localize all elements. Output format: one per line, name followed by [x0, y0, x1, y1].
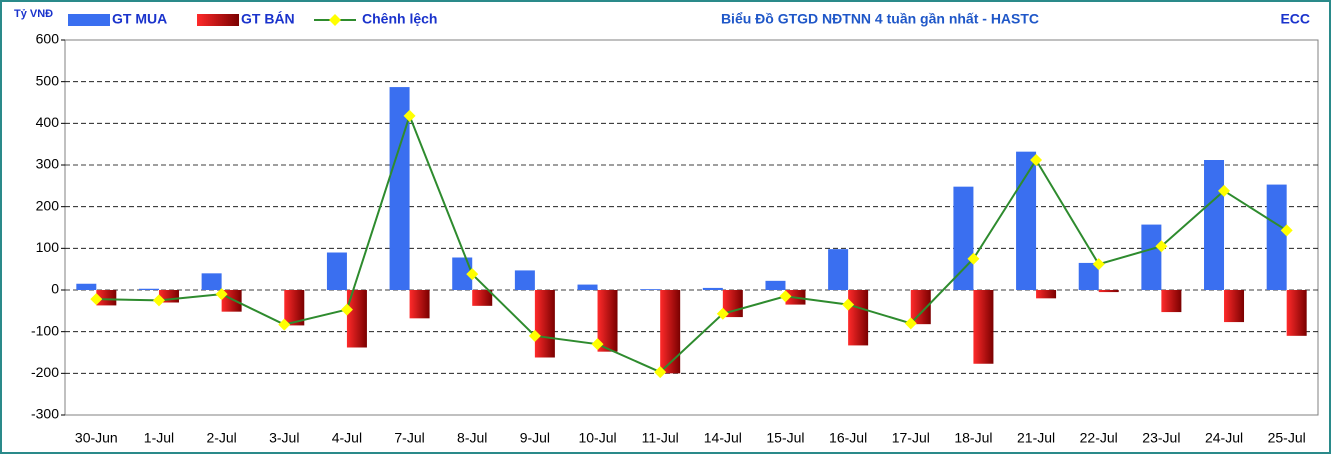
- x-tick-label: 30-Jun: [75, 430, 118, 446]
- bar: [346, 290, 367, 348]
- chart-title: Biểu Đồ GTGD NĐTNN 4 tuần gần nhất - HAS…: [721, 11, 1039, 27]
- marker: [466, 268, 479, 281]
- marker: [1030, 154, 1043, 166]
- bar: [76, 283, 97, 290]
- bar: [201, 273, 222, 290]
- bar: [221, 290, 242, 312]
- bar: [577, 284, 598, 290]
- bar: [910, 290, 931, 325]
- y-tick-label: 400: [36, 114, 60, 130]
- marker: [528, 329, 541, 342]
- marker: [842, 298, 855, 311]
- bar: [702, 287, 723, 290]
- bar: [1161, 290, 1182, 313]
- y-tick-label: -100: [31, 322, 59, 338]
- x-tick-label: 2-Jul: [206, 430, 236, 446]
- bar: [1286, 290, 1307, 336]
- x-tick-label: 3-Jul: [269, 430, 299, 446]
- marker: [654, 366, 667, 379]
- x-tick-label: 9-Jul: [520, 430, 550, 446]
- x-tick-label: 25-Jul: [1268, 430, 1306, 446]
- line: [96, 112, 1288, 374]
- x-tick-label: 11-Jul: [642, 430, 679, 446]
- bar: [284, 290, 305, 326]
- bar: [973, 290, 994, 364]
- marker: [152, 294, 165, 307]
- bar: [848, 290, 869, 346]
- marker: [1280, 224, 1293, 237]
- marker: [904, 317, 917, 330]
- bar: [1016, 151, 1037, 290]
- y-tick-label: 200: [36, 197, 60, 213]
- y-tick-label: 600: [36, 31, 60, 47]
- y-tick-label: 500: [36, 72, 60, 88]
- y-tick-label: 300: [36, 156, 60, 172]
- marker: [215, 288, 228, 301]
- marker: [591, 338, 604, 351]
- marker: [1092, 258, 1105, 271]
- bar: [1078, 262, 1099, 290]
- bar: [138, 288, 159, 290]
- x-tick-label: 15-Jul: [766, 430, 804, 446]
- y-tick-label: -200: [31, 364, 59, 380]
- legend-label: Chênh lệch: [362, 11, 437, 27]
- bar: [96, 290, 117, 306]
- marker: [779, 290, 792, 303]
- bar: [452, 257, 473, 290]
- bar: [1224, 290, 1245, 323]
- legend-label: GT MUA: [112, 11, 167, 27]
- legend-label: GT BÁN: [241, 11, 295, 27]
- y-tick-label: 0: [51, 281, 59, 297]
- bar: [1036, 290, 1057, 299]
- x-tick-label: 7-Jul: [394, 430, 424, 446]
- marker: [1218, 184, 1231, 197]
- bar: [326, 252, 347, 290]
- bar: [1098, 290, 1119, 293]
- source: ECC: [1280, 11, 1310, 27]
- y-tick-label: 100: [36, 239, 60, 255]
- marker: [278, 318, 291, 331]
- marker: [1155, 240, 1168, 253]
- x-tick-label: 17-Jul: [892, 430, 930, 446]
- marker: [90, 293, 103, 306]
- bar: [389, 87, 410, 290]
- x-tick-label: 1-Jul: [144, 430, 174, 446]
- x-tick-label: 16-Jul: [829, 430, 867, 446]
- bar: [640, 289, 661, 290]
- x-tick-label: 4-Jul: [332, 430, 362, 446]
- marker: [967, 252, 980, 265]
- x-tick-label: 10-Jul: [578, 430, 616, 446]
- marker: [403, 109, 416, 122]
- x-tick-label: 18-Jul: [954, 430, 992, 446]
- bar: [597, 290, 618, 352]
- x-tick-label: 24-Jul: [1205, 430, 1243, 446]
- x-tick-label: 23-Jul: [1142, 430, 1180, 446]
- bar: [953, 186, 974, 290]
- bar: [660, 290, 681, 374]
- legend-swatch: [329, 14, 341, 26]
- x-tick-label: 8-Jul: [457, 430, 487, 446]
- bar: [765, 280, 786, 290]
- bar: [828, 249, 849, 290]
- legend-swatch: [68, 14, 110, 26]
- bar: [534, 290, 555, 358]
- x-tick-label: 21-Jul: [1017, 430, 1055, 446]
- bar: [1266, 184, 1287, 290]
- x-tick-label: 14-Jul: [704, 430, 742, 446]
- marker: [340, 303, 353, 316]
- bar: [409, 290, 430, 319]
- bar: [1204, 160, 1225, 290]
- bar: [1141, 224, 1162, 290]
- bar: [472, 290, 493, 306]
- bar: [514, 270, 535, 290]
- y-axis-label: Tỷ VNĐ: [14, 8, 53, 20]
- legend-swatch: [197, 14, 239, 26]
- x-tick-label: 22-Jul: [1080, 430, 1118, 446]
- y-tick-label: -300: [31, 406, 59, 422]
- marker: [716, 307, 729, 320]
- plot-area: [64, 39, 1319, 416]
